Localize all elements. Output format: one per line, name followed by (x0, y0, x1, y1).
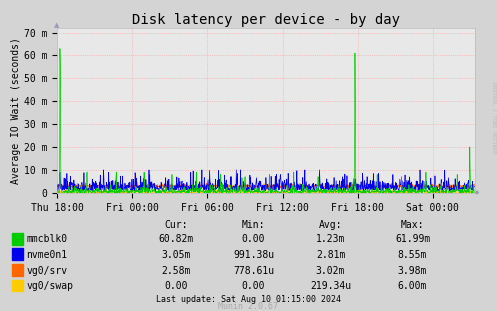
Text: ▲: ▲ (55, 22, 60, 28)
Text: 1.23m: 1.23m (316, 234, 345, 244)
Text: Cur:: Cur: (165, 220, 188, 230)
Text: 219.34u: 219.34u (310, 281, 351, 291)
Text: 2.58m: 2.58m (162, 266, 191, 276)
Text: ◆: ◆ (475, 190, 479, 195)
Title: Disk latency per device - by day: Disk latency per device - by day (132, 13, 400, 27)
Text: 60.82m: 60.82m (159, 234, 194, 244)
Y-axis label: Average IO Wait (seconds): Average IO Wait (seconds) (11, 37, 21, 184)
Text: Last update: Sat Aug 10 01:15:00 2024: Last update: Sat Aug 10 01:15:00 2024 (156, 295, 341, 304)
Text: 0.00: 0.00 (165, 281, 188, 291)
Text: 3.02m: 3.02m (316, 266, 345, 276)
Text: Max:: Max: (401, 220, 424, 230)
Text: 8.55m: 8.55m (398, 250, 427, 260)
Text: nvme0n1: nvme0n1 (26, 250, 68, 260)
Text: 778.61u: 778.61u (233, 266, 274, 276)
Text: 2.81m: 2.81m (316, 250, 345, 260)
Text: vg0/swap: vg0/swap (26, 281, 74, 291)
Text: 0.00: 0.00 (242, 234, 265, 244)
Text: 61.99m: 61.99m (395, 234, 430, 244)
Text: mmcblk0: mmcblk0 (26, 234, 68, 244)
Text: Avg:: Avg: (319, 220, 342, 230)
Text: Min:: Min: (242, 220, 265, 230)
Text: 3.05m: 3.05m (162, 250, 191, 260)
Text: Munin 2.0.67: Munin 2.0.67 (219, 302, 278, 311)
Text: RRDTOOL / TOBI OETIKER: RRDTOOL / TOBI OETIKER (491, 82, 496, 154)
Text: 6.00m: 6.00m (398, 281, 427, 291)
Text: 0.00: 0.00 (242, 281, 265, 291)
Text: 3.98m: 3.98m (398, 266, 427, 276)
Text: vg0/srv: vg0/srv (26, 266, 68, 276)
Text: 991.38u: 991.38u (233, 250, 274, 260)
